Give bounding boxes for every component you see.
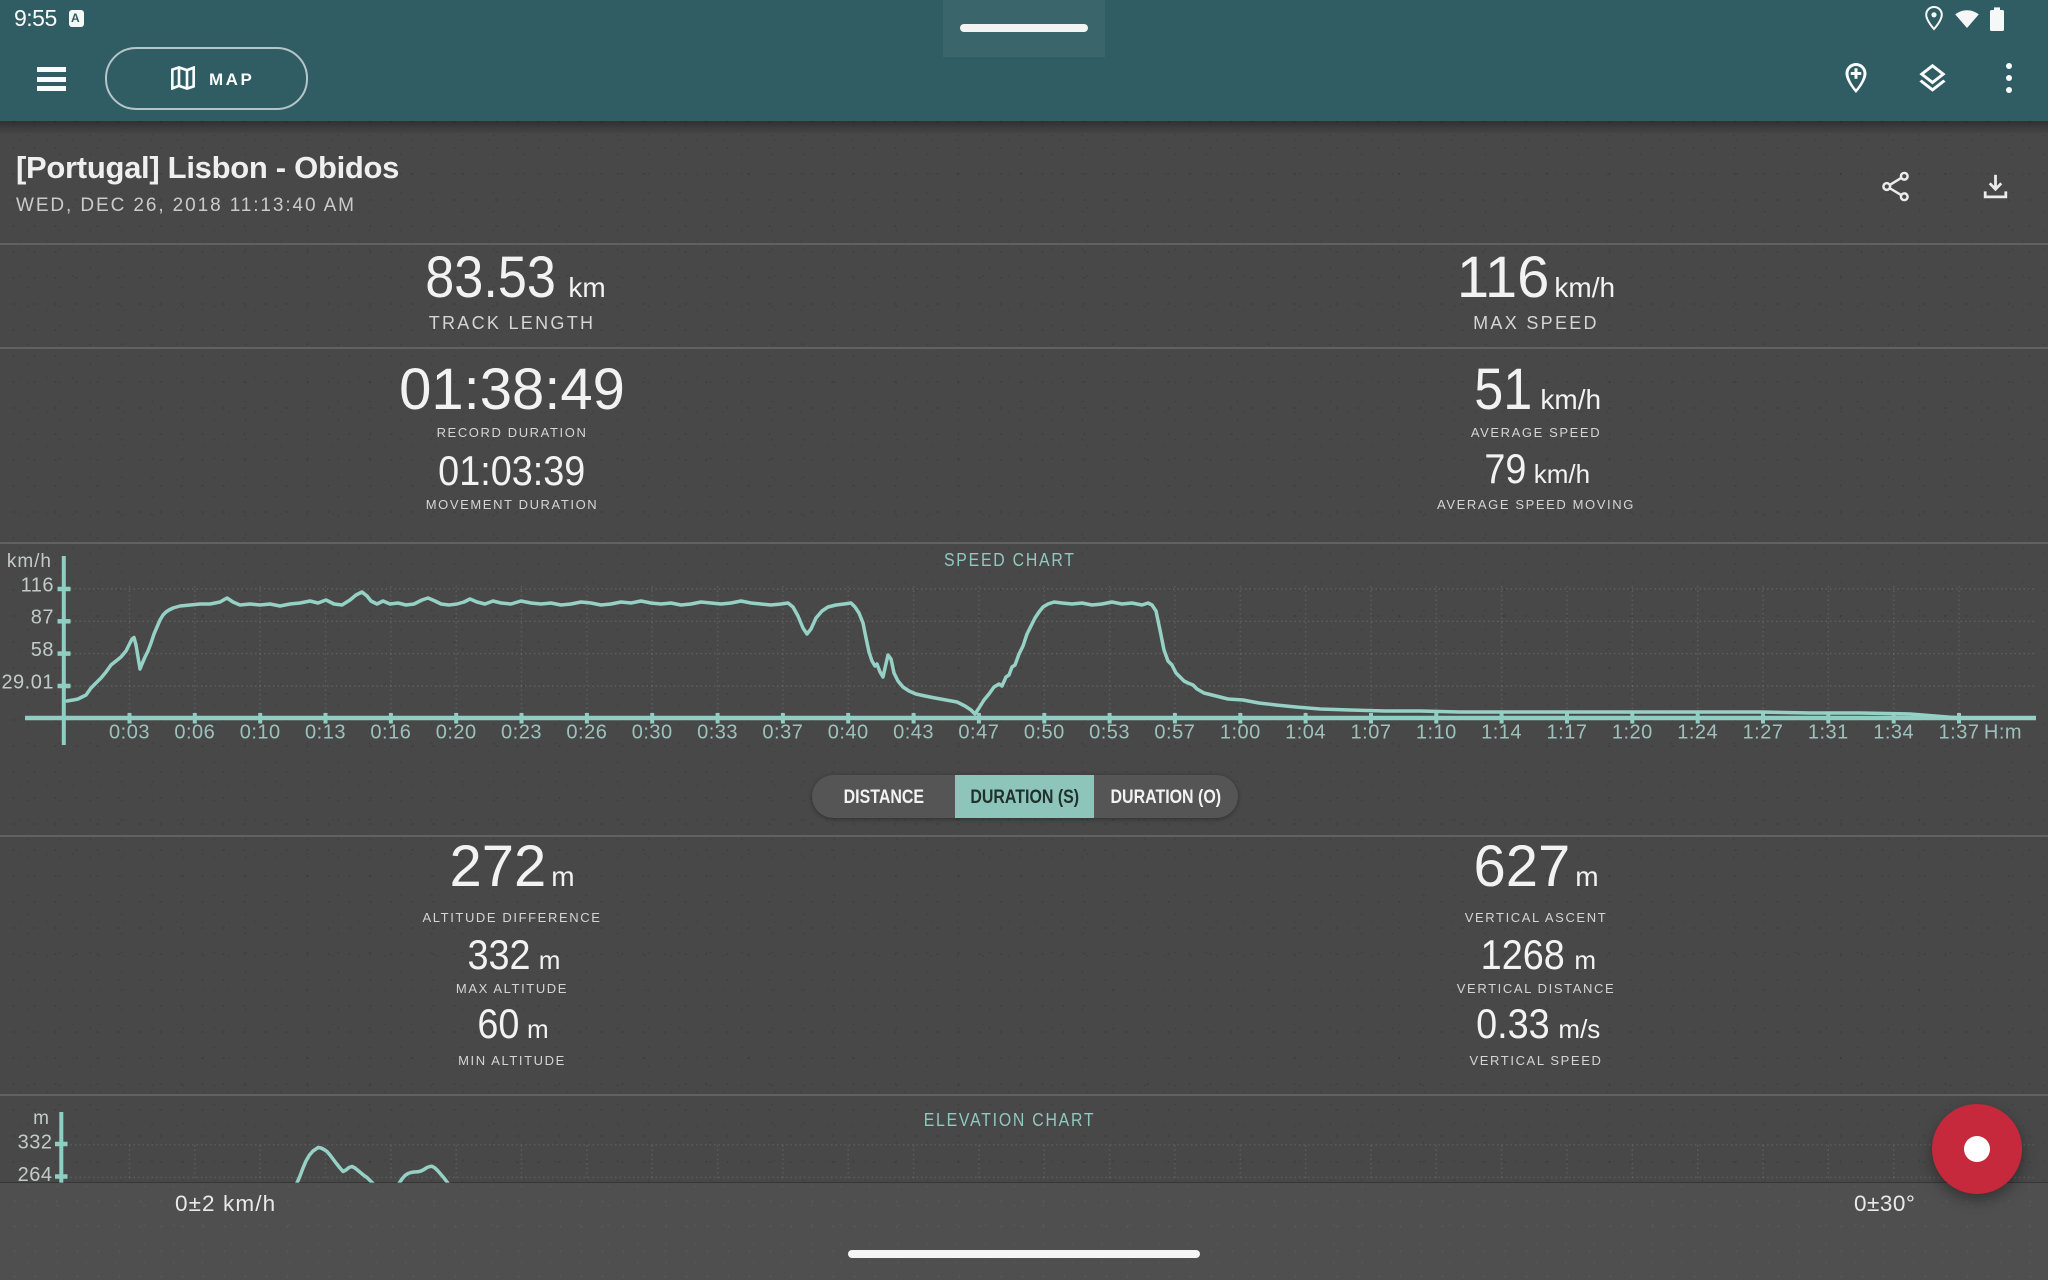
svg-text:0:26: 0:26 [566,722,607,744]
svg-text:0:10: 0:10 [240,722,281,744]
svg-text:0:53: 0:53 [1089,722,1130,744]
svg-text:0:40: 0:40 [828,722,869,744]
svg-text:1:37: 1:37 [1939,722,1980,744]
svg-text:1:10: 1:10 [1416,722,1457,744]
svg-text:1:00: 1:00 [1220,722,1261,744]
svg-text:0:23: 0:23 [501,722,542,744]
svg-text:H:m: H:m [1984,722,2022,744]
svg-text:0:37: 0:37 [762,722,803,744]
svg-text:87: 87 [31,607,54,629]
svg-text:1:31: 1:31 [1808,722,1849,744]
svg-text:264: 264 [18,1164,53,1183]
svg-text:1:34: 1:34 [1873,722,1914,744]
svg-text:0:33: 0:33 [697,722,738,744]
svg-text:0:16: 0:16 [370,722,411,744]
svg-text:0:03: 0:03 [109,722,150,744]
svg-text:1:24: 1:24 [1677,722,1718,744]
svg-text:1:04: 1:04 [1285,722,1326,744]
svg-text:1:14: 1:14 [1481,722,1522,744]
svg-text:0:13: 0:13 [305,722,346,744]
svg-text:0:47: 0:47 [958,722,999,744]
svg-text:1:07: 1:07 [1351,722,1392,744]
svg-text:1:27: 1:27 [1743,722,1784,744]
svg-text:0:30: 0:30 [632,722,673,744]
svg-text:0:50: 0:50 [1024,722,1065,744]
svg-text:1:17: 1:17 [1547,722,1588,744]
svg-text:29.01: 29.01 [1,671,54,693]
svg-text:0:43: 0:43 [893,722,934,744]
svg-text:58: 58 [31,639,54,661]
svg-text:km/h: km/h [7,551,52,572]
svg-text:332: 332 [18,1132,53,1154]
svg-text:0:57: 0:57 [1154,722,1195,744]
svg-text:0:20: 0:20 [436,722,477,744]
svg-text:m: m [33,1108,50,1129]
svg-text:1:20: 1:20 [1612,722,1653,744]
svg-text:116: 116 [21,574,54,596]
svg-text:0:06: 0:06 [174,722,215,744]
